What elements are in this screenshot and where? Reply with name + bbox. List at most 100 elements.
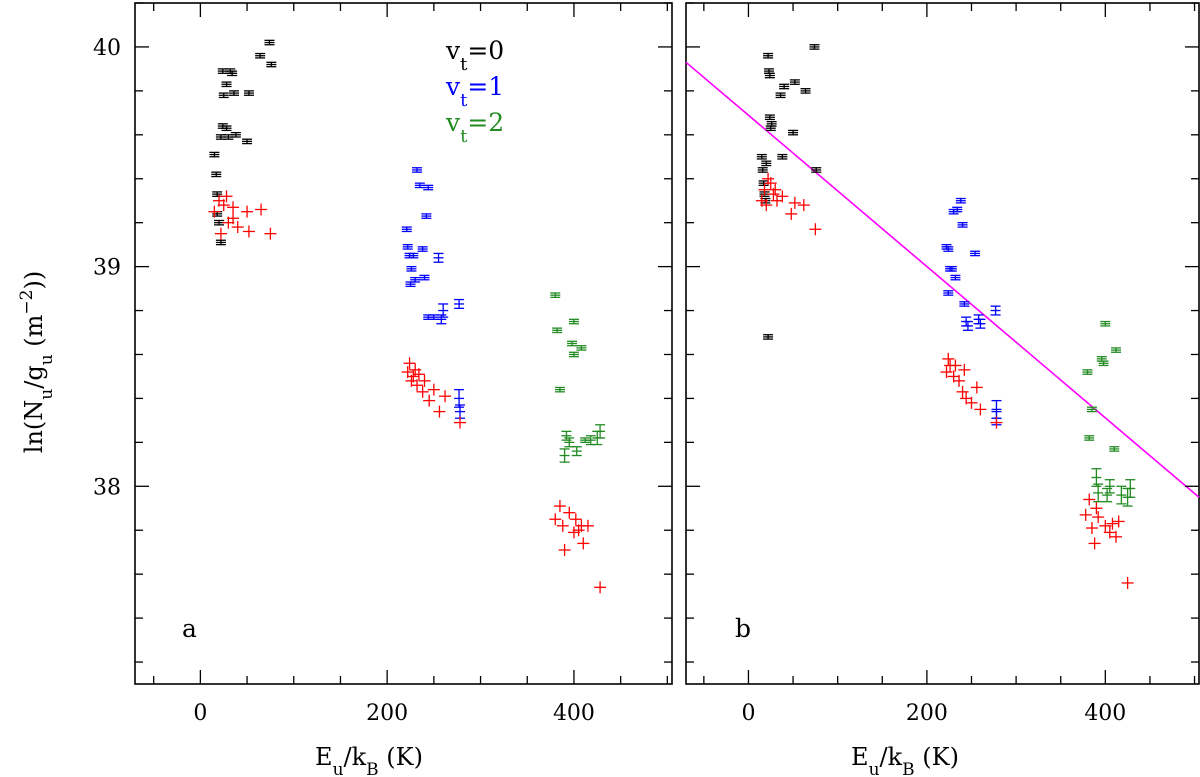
panel-b-point-red-34 [1106,517,1119,530]
panel-a-point-vt0-1 [211,171,222,178]
panel-b-point-red-10 [788,196,801,209]
panel-a-point-vt0-16 [230,131,241,138]
panel-b-point-red-17 [949,359,962,372]
y-axis-label-sub-u1: u [37,389,57,400]
panel-a-point-red-16 [407,370,420,383]
panel-b-point-vt0-15 [779,83,790,90]
panel-b-point-vt2-10 [1109,446,1120,452]
panel-a-label: a [182,614,197,643]
legend-entry-vt1: vt=1 [445,72,504,111]
panel-b-minor-ticks [686,2,1199,684]
panel-a-tick-labels: 0 200 400 38 39 40 [93,36,595,726]
panel-a-point-vt2-14 [595,424,606,439]
panel-b-point-red-11 [797,199,810,212]
panel-b-xtick-label-200: 200 [906,701,948,726]
panel-b-point-vt0-12 [766,120,777,127]
panel-a-point-red-3 [217,199,230,212]
legend-vt1-rest: =1 [467,72,504,101]
panel-a-frame [134,2,673,685]
legend: vt=0 vt=1 vt=2 [445,36,504,147]
panel-a-point-vt1-3 [405,281,416,288]
panel-a-point-vt2-0 [550,292,561,299]
panel-a-xtick-label-200: 200 [366,701,408,726]
panel-b-point-vt0-18 [800,88,811,94]
panel-b-point-vt1-12 [962,320,973,331]
panel-b-point-red-31 [1092,511,1105,524]
panel-a-point-vt2-4 [561,430,572,441]
panel-b-point-vt1-10 [959,301,970,307]
panel-a-point-vt1-0 [401,226,412,233]
panel-b-point-vt1-6 [950,274,961,281]
panel-a-point-red-28 [553,500,566,513]
legend-vt1-sub: t [460,90,468,111]
panel-a-point-vt0-3 [212,211,223,217]
x-axis-label-a-sub-u: u [333,760,344,777]
panel-b-point-vt2-9 [1104,479,1115,494]
panel-a-point-vt0-4 [214,219,225,226]
panel-a-point-vt0-11 [221,81,232,88]
panel-a-point-red-38 [594,581,607,594]
panel-b-point-vt0-14 [777,153,788,160]
panel-b-point-vt0-0 [756,153,767,160]
panel-b-xtick-label-0: 0 [741,701,755,726]
panel-b-point-red-6 [769,183,782,196]
panel-a-point-red-37 [581,519,594,532]
panel-b-point-red-24 [974,403,987,416]
panel-b-point-vt0-5 [761,160,772,167]
panel-b-point-vt1-2 [943,290,954,296]
panel-b-point-vt0-11 [765,125,776,132]
panel-b-point-vt2-1 [1084,435,1095,441]
legend-vt2-sub: t [460,126,468,147]
panel-b-point-vt0-9 [764,72,775,79]
x-axis-label-a-unit: (K) [379,743,423,771]
panel-b-point-vt2-4 [1093,483,1104,503]
panel-b-point-vt1-4 [946,265,957,272]
panel-b-point-red-19 [956,385,969,398]
x-axis-label-b-unit: (K) [915,743,959,771]
panel-a-point-red-29 [556,519,569,532]
panel-a-point-vt0-17 [242,138,253,145]
panel-b-point-vt1-13 [970,250,981,257]
panel-a-point-vt2-10 [576,345,587,351]
panel-a-point-vt1-5 [408,252,419,259]
x-axis-label-b-k: /k [880,743,903,771]
panel-a-point-red-6 [227,212,240,225]
legend-vt2-rest: =2 [467,108,504,137]
panel-a-point-red-18 [411,379,424,392]
y-axis-label-part-slash: /g [20,365,48,388]
panel-a-point-vt1-10 [419,274,430,281]
panel-a-point-vt1-16 [436,314,447,325]
panel-b-point-red-2 [760,199,773,212]
x-axis-label-a-k: /k [344,743,367,771]
panel-b-point-vt2-5 [1096,356,1107,362]
legend-vt1-main: v [445,72,461,101]
panel-a-point-vt1-8 [414,182,425,189]
panel-a-point-vt0-21 [266,61,277,68]
panel-b-point-red-18 [953,374,966,387]
panel-b-point-red-28 [1085,522,1098,535]
panel-b-point-red-32 [1099,519,1112,532]
panel-a-point-red-8 [231,221,244,234]
panel-b-point-red-20 [958,363,971,376]
panel-a-point-red-14 [403,357,416,370]
panel-b-point-red-4 [764,177,777,190]
panel-b-point-vt0-20 [811,167,822,173]
panel-b-point-red-30 [1090,502,1103,515]
panel-a-point-vt2-3 [559,448,570,463]
panel-a-point-vt1-18 [454,298,465,310]
panel-a-point-vt0-10 [221,125,232,132]
panel-b-point-red-13 [940,366,953,379]
panel-a-point-vt0-2 [212,191,223,197]
panel-b-point-red-9 [785,207,798,220]
panel-a-point-red-24 [433,405,446,418]
panel-b-point-vt1-16 [990,305,1001,316]
panel-a-point-vt2-12 [585,435,596,446]
panel-b-point-red-37 [1121,576,1134,589]
panel-b-points [755,44,1136,589]
panel-a-point-vt2-1 [552,327,563,334]
panel-b-point-red-12 [809,223,822,236]
x-axis-label-b-e: E [851,743,869,771]
panel-b-point-vt1-1 [943,246,954,252]
panel-a-point-red-31 [563,506,576,519]
panel-b-point-red-36 [1112,515,1125,528]
